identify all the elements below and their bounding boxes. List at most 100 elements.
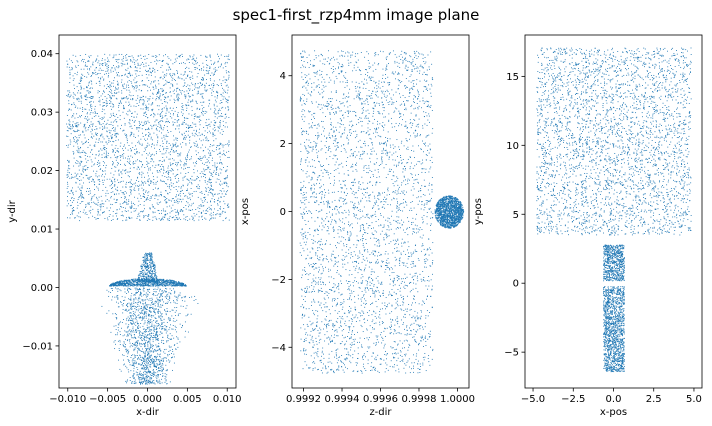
- data-point: [123, 364, 125, 366]
- data-point: [173, 135, 174, 137]
- data-point: [208, 177, 210, 179]
- data-point: [152, 282, 154, 284]
- data-point: [166, 140, 168, 142]
- data-point: [67, 94, 69, 96]
- data-point: [209, 179, 211, 181]
- data-point: [102, 173, 103, 175]
- data-point: [98, 81, 100, 83]
- data-point: [228, 74, 230, 76]
- data-point: [119, 181, 121, 183]
- data-point: [143, 114, 145, 116]
- data-point: [195, 61, 197, 63]
- data-point: [223, 183, 225, 184]
- data-point: [155, 328, 157, 330]
- data-point: [180, 187, 182, 189]
- data-point: [111, 90, 113, 92]
- data-point: [227, 89, 229, 91]
- data-point: [116, 150, 118, 152]
- data-point: [140, 382, 142, 384]
- data-point: [92, 64, 94, 66]
- data-point: [155, 99, 157, 101]
- data-point: [193, 213, 195, 215]
- data-point: [154, 305, 156, 307]
- data-point: [192, 77, 194, 79]
- data-point: [166, 374, 168, 376]
- data-point: [110, 331, 112, 333]
- data-point: [128, 291, 129, 293]
- data-point: [123, 107, 125, 109]
- data-point: [153, 356, 155, 357]
- data-point: [130, 295, 132, 297]
- data-point: [209, 219, 210, 221]
- data-point: [168, 111, 170, 113]
- data-point: [186, 201, 188, 203]
- data-point: [95, 112, 96, 114]
- data-point: [114, 313, 116, 314]
- data-point: [138, 140, 140, 142]
- data-point: [171, 328, 173, 330]
- data-point: [139, 143, 141, 145]
- data-point: [188, 62, 190, 63]
- data-point: [166, 340, 168, 342]
- data-point: [153, 112, 155, 114]
- data-point: [150, 345, 152, 347]
- data-point: [150, 104, 152, 106]
- data-point: [120, 197, 122, 198]
- data-point: [196, 143, 198, 145]
- data-point: [200, 157, 202, 159]
- data-point: [83, 68, 85, 70]
- data-point: [174, 100, 176, 102]
- data-point: [203, 176, 205, 178]
- data-point: [149, 95, 151, 97]
- data-point: [114, 67, 116, 69]
- data-point: [206, 169, 208, 170]
- data-point: [224, 155, 226, 156]
- data-point: [151, 109, 153, 111]
- data-point: [156, 378, 158, 380]
- data-point: [143, 361, 144, 363]
- data-point: [143, 287, 144, 289]
- data-point: [160, 370, 162, 372]
- data-point: [210, 184, 212, 186]
- data-point: [157, 60, 159, 62]
- data-point: [135, 302, 136, 304]
- data-point: [76, 207, 78, 209]
- data-point: [156, 219, 158, 221]
- data-point: [192, 99, 194, 101]
- data-point: [219, 168, 221, 170]
- data-point: [223, 89, 225, 91]
- data-point: [201, 96, 203, 98]
- data-point: [224, 182, 226, 184]
- data-point: [141, 299, 143, 301]
- data-point: [171, 168, 173, 170]
- data-point: [208, 206, 210, 208]
- data-point: [155, 365, 157, 367]
- data-point: [144, 208, 145, 210]
- data-point: [187, 167, 189, 168]
- data-point: [160, 293, 162, 295]
- data-point: [142, 376, 144, 378]
- data-point: [172, 369, 173, 371]
- data-point: [69, 177, 71, 179]
- data-point: [165, 311, 167, 313]
- data-point: [156, 367, 157, 368]
- data-point: [162, 121, 164, 122]
- data-point: [148, 191, 150, 193]
- data-point: [225, 191, 227, 193]
- data-point: [187, 179, 189, 181]
- data-point: [173, 337, 175, 339]
- data-point: [228, 140, 230, 142]
- data-point: [154, 69, 156, 71]
- data-point: [157, 199, 159, 201]
- data-point: [120, 155, 122, 157]
- data-point: [146, 85, 148, 87]
- data-point: [209, 154, 211, 156]
- data-point: [78, 134, 80, 136]
- data-point: [184, 137, 186, 139]
- data-point: [174, 290, 176, 292]
- data-point: [134, 86, 135, 88]
- data-point: [85, 126, 87, 128]
- data-point: [147, 162, 149, 164]
- data-point: [175, 54, 177, 56]
- data-point: [155, 291, 157, 293]
